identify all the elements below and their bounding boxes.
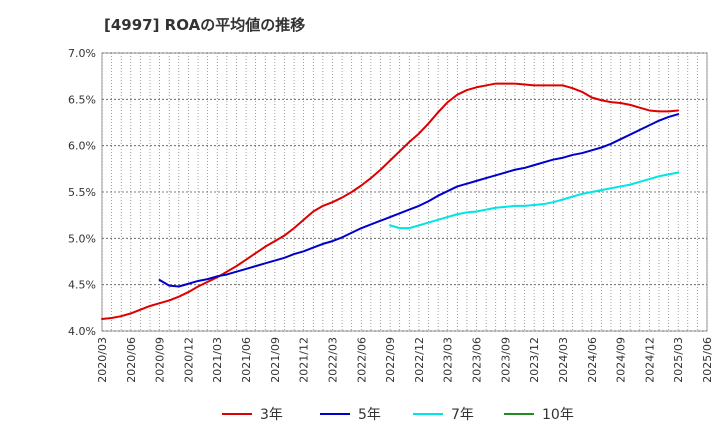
y-tick-label: 6.0% (68, 140, 96, 153)
legend-item-3y: 3年 (222, 402, 283, 426)
x-tick-label: 2024/06 (586, 337, 599, 383)
x-tick-label: 2021/06 (240, 337, 253, 383)
series-lines (101, 82, 680, 320)
legend-label-7y: 7年 (451, 407, 474, 423)
x-tick-label: 2023/03 (442, 337, 455, 383)
series-line-3年 (101, 82, 680, 320)
legend-label-3y: 3年 (260, 407, 283, 423)
legend-item-7y: 7年 (413, 402, 474, 426)
legend-swatch-7y (413, 413, 443, 415)
x-tick-label: 2024/12 (643, 337, 656, 383)
y-tick-label: 7.0% (68, 47, 96, 60)
x-tick-label: 2022/12 (413, 337, 426, 383)
chart-title: [4997] ROAの平均値の推移 (104, 16, 306, 34)
x-tick-label: 2022/03 (326, 337, 339, 383)
x-tick-label: 2021/03 (211, 337, 224, 383)
x-tick-label: 2023/06 (471, 337, 484, 383)
x-tick-label: 2022/09 (384, 337, 397, 383)
grid (101, 52, 708, 332)
y-tick-label: 4.5% (68, 279, 96, 292)
x-tick-label: 2020/06 (125, 337, 138, 383)
y-axis: 4.0% 4.5% 5.0% 5.5% 6.0% 6.5% 7.0% (68, 47, 96, 338)
y-tick-label: 5.5% (68, 186, 96, 199)
y-tick-label: 5.0% (68, 232, 96, 245)
legend-label-5y: 5年 (358, 407, 381, 423)
x-tick-label: 2024/03 (557, 337, 570, 383)
x-tick-label: 2023/12 (528, 337, 541, 383)
legend-label-10y: 10年 (542, 407, 574, 423)
legend-item-5y: 5年 (320, 402, 381, 426)
x-tick-label: 2025/03 (672, 337, 685, 383)
x-tick-label: 2021/09 (269, 337, 282, 383)
x-tick-label: 2023/09 (499, 337, 512, 383)
legend-swatch-3y (222, 413, 252, 415)
legend-item-10y: 10年 (504, 402, 574, 426)
y-tick-label: 4.0% (68, 325, 96, 338)
legend-swatch-10y (504, 413, 534, 415)
x-tick-label: 2024/09 (615, 337, 628, 383)
x-tick-label: 2022/06 (355, 337, 368, 383)
x-tick-label: 2021/12 (298, 337, 311, 383)
x-axis: 2020/03 2020/06 2020/09 2020/12 2021/03 2021/… (96, 337, 714, 383)
y-tick-label: 6.5% (68, 93, 96, 106)
series-line-5年 (158, 113, 680, 288)
legend: 3年 5年 7年 10年 (0, 402, 720, 426)
legend-swatch-5y (320, 413, 350, 415)
x-tick-label: 2020/12 (182, 337, 195, 383)
x-tick-label: 2020/03 (96, 337, 109, 383)
x-tick-label: 2020/09 (154, 337, 167, 383)
x-tick-label: 2025/06 (701, 337, 714, 383)
series-line-7年 (389, 171, 680, 230)
